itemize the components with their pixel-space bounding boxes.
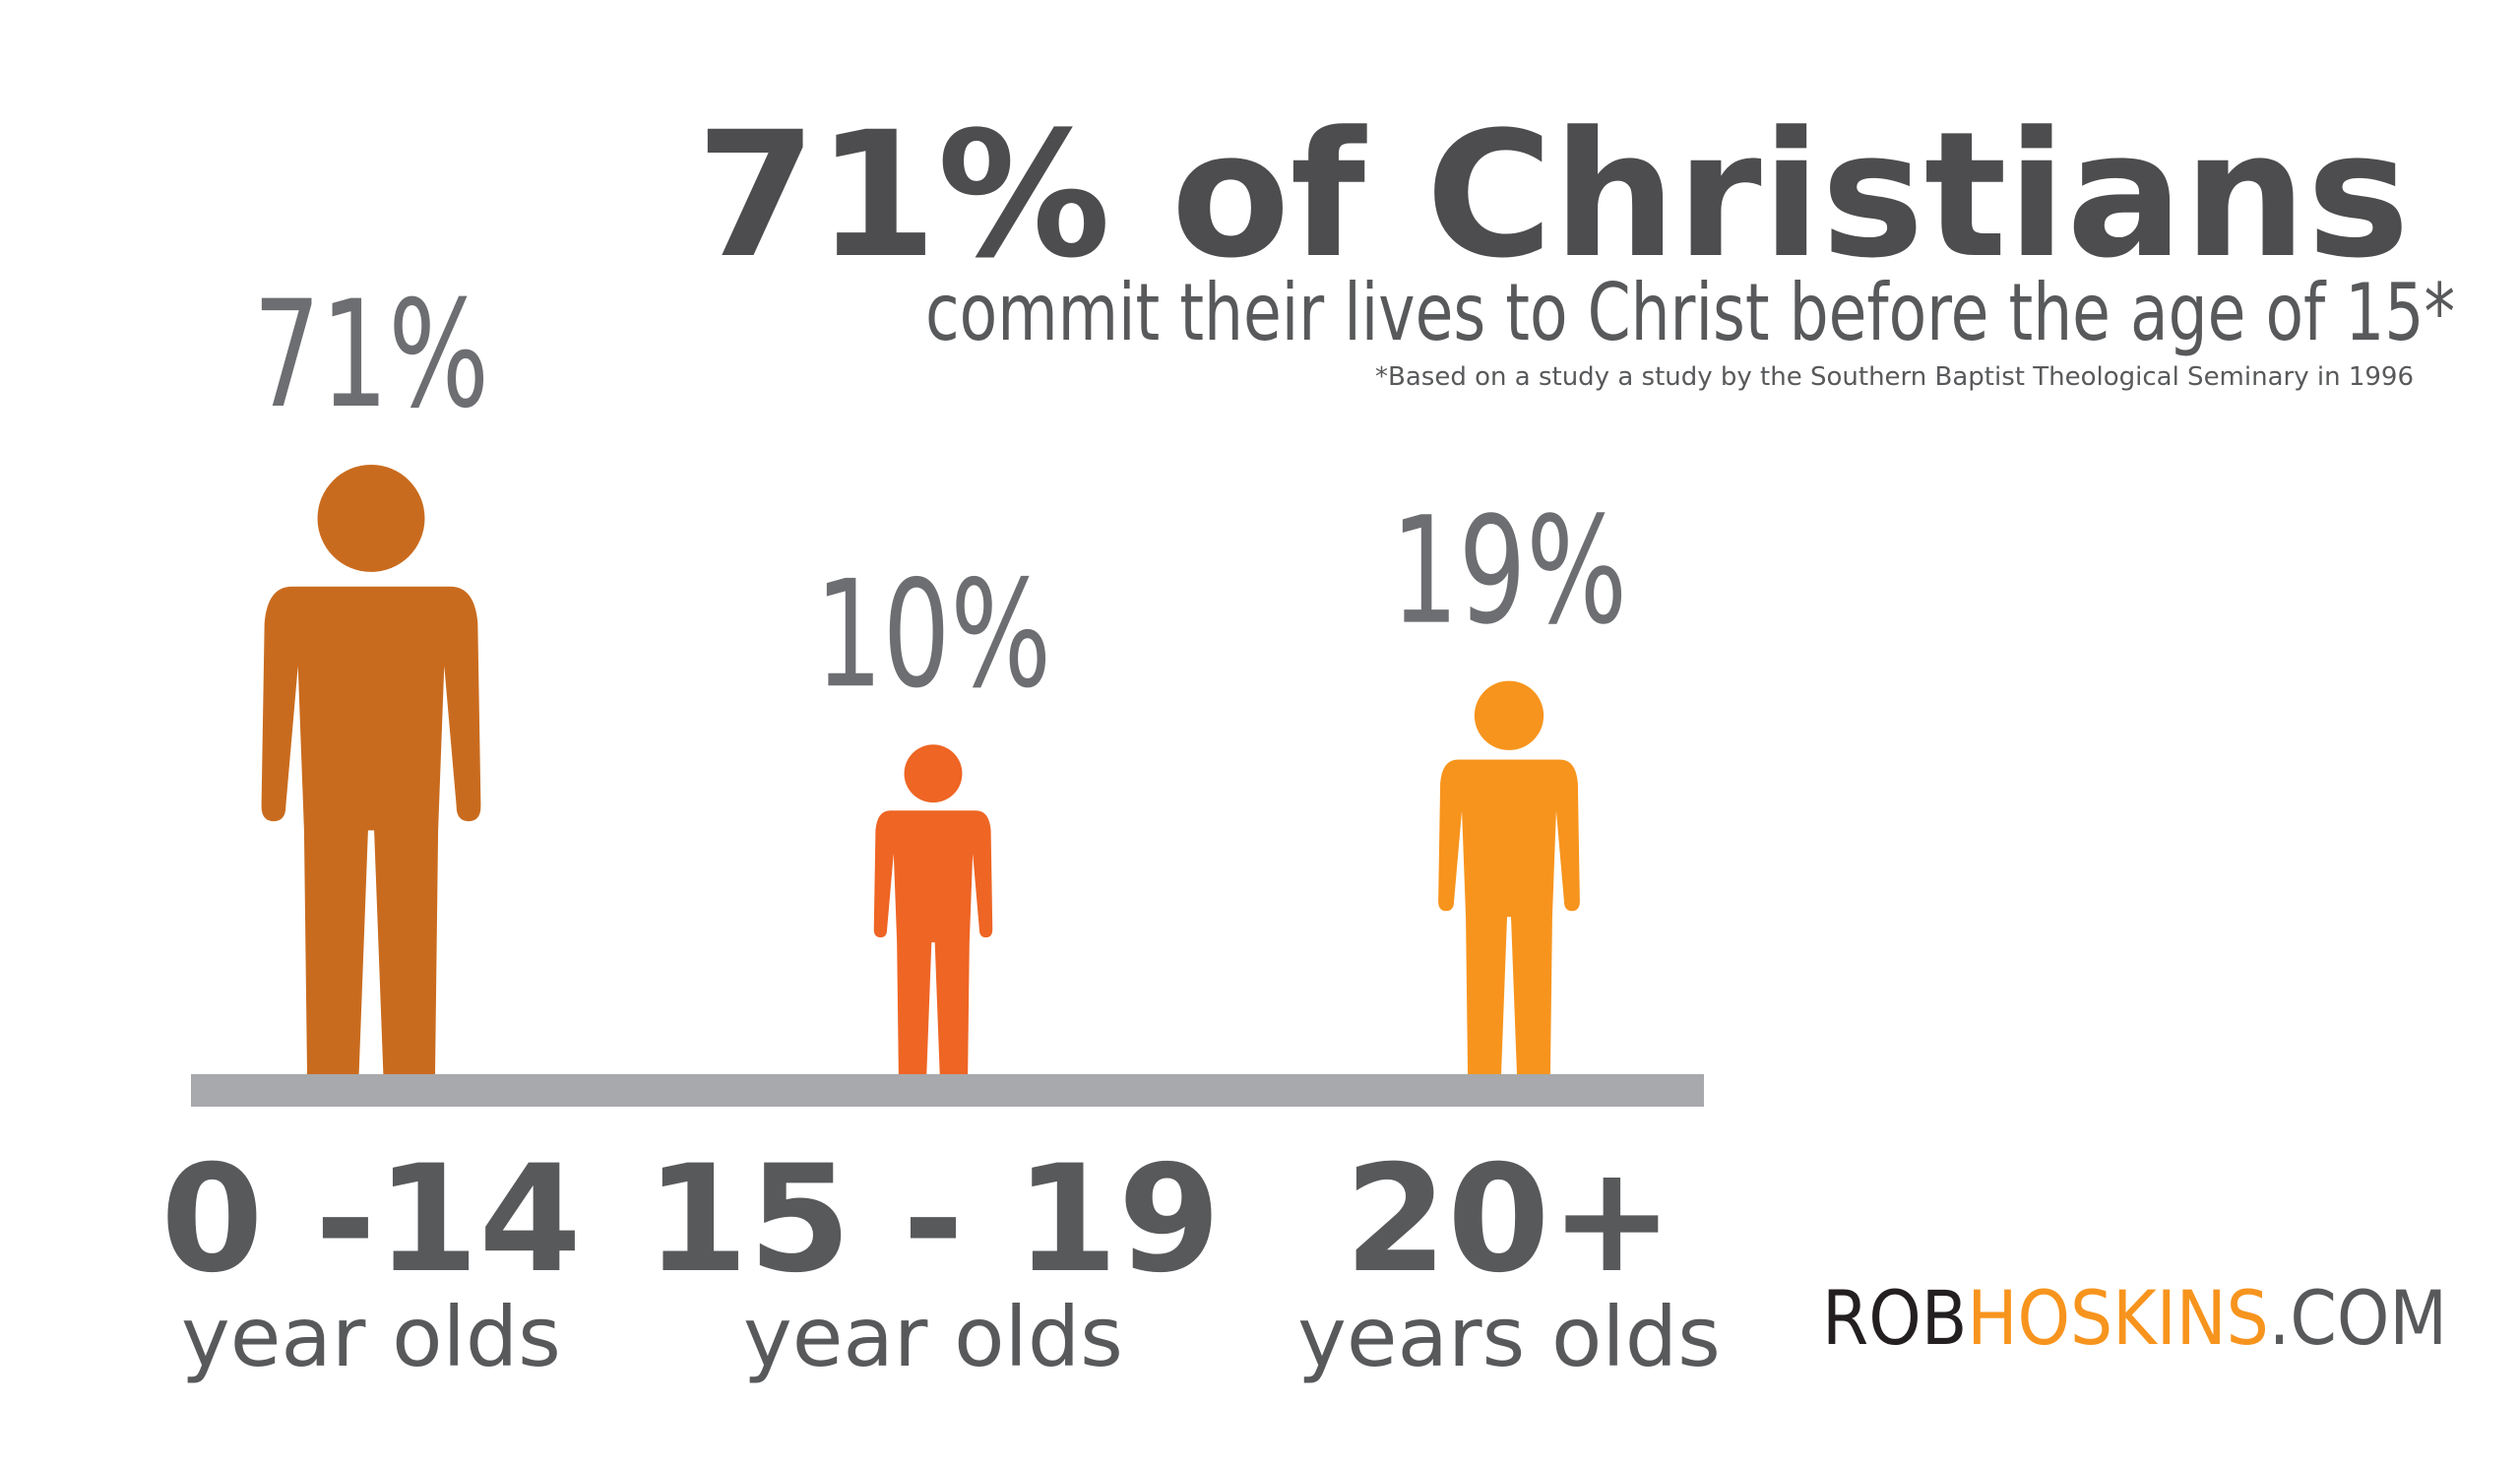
brand-part: HOSKINS (1967, 1274, 2268, 1362)
brand-part: .COM (2269, 1274, 2447, 1362)
figure-body (261, 586, 481, 1074)
brand: ROBHOSKINS.COM (1822, 1274, 2447, 1362)
figure-body (873, 810, 993, 1074)
category-label: 20+ (1345, 1134, 1673, 1306)
category-label: 0 -14 (160, 1134, 582, 1306)
figure-body (1438, 759, 1580, 1074)
category-sublabel: years olds (1297, 1289, 1721, 1385)
category-sublabel: year olds (743, 1289, 1123, 1385)
person-figure (1438, 680, 1580, 1074)
person-figure (873, 744, 993, 1074)
category-sublabel: year olds (181, 1289, 561, 1385)
brand-part: ROB (1822, 1274, 1967, 1362)
figure-head (317, 464, 425, 572)
title: 71% of Christians (696, 95, 2410, 296)
footnote: *Based on a study a study by the Souther… (1375, 362, 2414, 392)
ground-bar (191, 1074, 1704, 1107)
figure-head (1474, 680, 1544, 750)
value-label: 19% (1391, 486, 1627, 658)
subtitle: commit their lives to Christ before the … (925, 267, 2455, 358)
figure-head (904, 744, 963, 803)
value-label: 71% (253, 270, 489, 441)
category-label: 15 - 19 (646, 1134, 1221, 1306)
person-figure (261, 464, 481, 1074)
value-label: 10% (815, 549, 1051, 721)
